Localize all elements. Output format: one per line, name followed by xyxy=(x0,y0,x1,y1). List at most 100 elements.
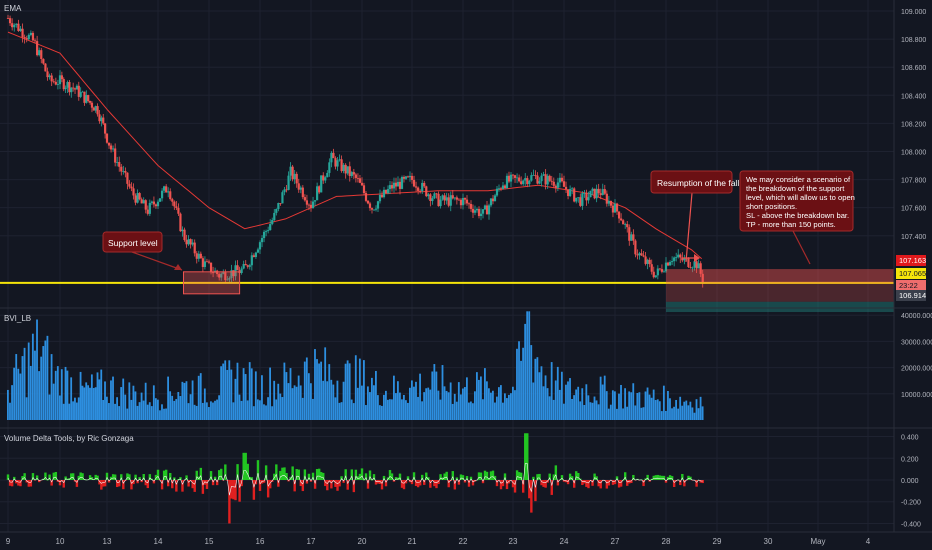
candle-body xyxy=(224,272,227,281)
candle-body xyxy=(593,188,596,199)
volume-bar xyxy=(281,397,284,420)
volume-bar xyxy=(295,386,298,420)
delta-bar xyxy=(111,474,115,480)
volume-bar xyxy=(385,390,387,420)
price-axis[interactable]: 109.000 108.800 108.600 108.400 108.200 108.0… xyxy=(901,9,932,528)
delta-bar xyxy=(679,480,682,486)
delta-tick-label: -0.400 xyxy=(901,521,921,528)
candle-body xyxy=(252,255,255,257)
candle-body xyxy=(354,174,357,178)
delta-bar xyxy=(246,463,249,480)
volume-bar xyxy=(248,362,251,420)
delta-bar xyxy=(313,480,317,489)
time-tick-label: 9 xyxy=(6,537,11,546)
lower-price-tag xyxy=(896,290,926,301)
time-axis[interactable]: 9 10 13 14 15 16 17 20 21 22 23 24 27 28 29 30 May 4 xyxy=(6,537,871,546)
candle-body xyxy=(73,88,77,90)
delta-bar xyxy=(283,467,286,480)
price-tick-label: 107.600 xyxy=(901,206,926,213)
delta-bar xyxy=(19,480,22,487)
volume-bar xyxy=(381,405,383,420)
price-panel-title[interactable]: EMA xyxy=(4,4,22,13)
delta-bar xyxy=(628,480,631,484)
volume-panel-title[interactable]: BVI_LB xyxy=(4,314,31,323)
candle-body xyxy=(267,230,270,231)
candle-body xyxy=(431,198,434,202)
delta-bar xyxy=(205,480,209,489)
volume-bar xyxy=(150,406,153,420)
candle-body xyxy=(378,194,382,202)
volume-bar xyxy=(92,388,95,420)
delta-bar xyxy=(443,473,446,480)
volume-bar xyxy=(595,400,598,420)
delta-bar xyxy=(140,480,143,483)
volume-bar xyxy=(208,407,210,420)
volume-bar xyxy=(490,392,492,420)
delta-bar xyxy=(550,480,553,495)
candle-body xyxy=(120,166,123,172)
volume-bar xyxy=(476,372,478,420)
volume-bar xyxy=(291,388,294,420)
candle-body xyxy=(601,189,604,196)
delta-bar xyxy=(495,480,499,487)
delta-bar xyxy=(427,477,430,480)
delta-bar xyxy=(429,480,432,488)
volume-bar xyxy=(565,384,567,420)
delta-bar xyxy=(303,469,307,480)
candle-body xyxy=(13,24,16,28)
candle-body xyxy=(642,255,645,257)
price-tick-label: 108.400 xyxy=(901,93,926,100)
delta-bar xyxy=(50,480,53,486)
delta-bar xyxy=(96,475,99,480)
candle-body xyxy=(165,186,168,193)
candle-body xyxy=(573,188,576,202)
candle-body xyxy=(100,117,103,122)
delta-bar xyxy=(613,480,617,485)
candle-body xyxy=(605,193,608,204)
volume-bar xyxy=(363,360,365,420)
volume-bar xyxy=(68,403,71,420)
volume-bar xyxy=(589,402,592,420)
candle-body xyxy=(558,177,562,183)
volume-bar xyxy=(48,394,51,420)
candle-body xyxy=(191,242,194,245)
volume-bar xyxy=(569,378,571,420)
volume-bar xyxy=(318,363,320,420)
delta-bar xyxy=(193,480,196,492)
candle-body xyxy=(167,191,170,193)
delta-bar xyxy=(544,480,547,488)
delta-bar xyxy=(275,464,278,480)
volume-bar xyxy=(17,368,20,420)
volume-bar xyxy=(399,392,401,420)
volume-bar xyxy=(646,387,649,420)
volume-bar xyxy=(375,370,377,420)
delta-bar xyxy=(485,471,489,480)
delta-bar xyxy=(160,480,164,490)
candle-body xyxy=(507,175,511,182)
delta-bar xyxy=(90,477,94,480)
volume-bar xyxy=(648,394,651,420)
delta-bar xyxy=(187,480,190,487)
candle-body xyxy=(479,213,483,217)
delta-bar xyxy=(344,469,347,480)
volume-bar xyxy=(59,395,61,420)
delta-bar xyxy=(232,480,235,500)
candle-body xyxy=(414,186,418,188)
delta-bar xyxy=(587,480,590,489)
delta-bar xyxy=(532,476,535,480)
volume-bar xyxy=(575,389,578,420)
delta-bar xyxy=(396,477,400,480)
volume-bar xyxy=(42,346,45,420)
candle-body xyxy=(56,84,60,85)
delta-panel-title[interactable]: Volume Delta Tools, by Ric Gonzaga xyxy=(4,434,134,443)
candle-body xyxy=(218,274,221,278)
volume-bar xyxy=(679,396,682,420)
delta-bar xyxy=(577,473,580,480)
candle-body xyxy=(681,257,684,261)
delta-bar xyxy=(467,480,471,487)
delta-bar xyxy=(126,473,129,480)
delta-bar xyxy=(100,480,103,490)
candle-body xyxy=(332,152,335,159)
volume-bar xyxy=(455,401,458,420)
delta-bar xyxy=(378,480,382,484)
